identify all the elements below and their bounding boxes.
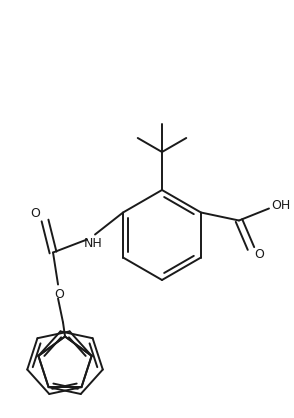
- Text: O: O: [54, 288, 64, 301]
- Text: OH: OH: [271, 199, 290, 212]
- Text: O: O: [30, 207, 40, 220]
- Text: O: O: [254, 248, 264, 261]
- Text: NH: NH: [84, 237, 102, 250]
